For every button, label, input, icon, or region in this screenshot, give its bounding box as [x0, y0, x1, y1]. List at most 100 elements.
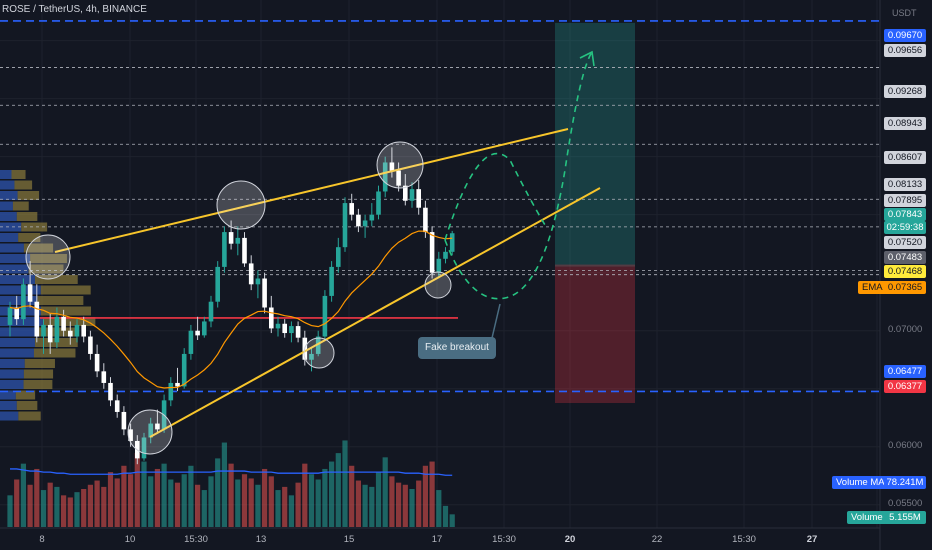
candle-up	[336, 247, 341, 267]
profile-bar-up	[0, 306, 41, 316]
candle-up	[235, 237, 241, 244]
level-price-label: 0.08607	[884, 151, 926, 164]
candle-up	[436, 258, 442, 273]
volume-bar-up	[221, 442, 227, 527]
candle-up	[275, 323, 281, 329]
volume-bar-down	[248, 478, 254, 527]
profit-zone	[555, 22, 635, 267]
level-price-label: 0.07483	[884, 251, 926, 264]
fake-breakout-callout[interactable]: Fake breakout	[418, 337, 496, 359]
highlight-circle	[424, 271, 452, 299]
highlight-circle	[127, 409, 173, 455]
volume-ma-value-label: 78.241M	[884, 476, 926, 489]
candle-up	[215, 266, 220, 302]
trendline-drawings[interactable]	[9, 50, 601, 455]
candle-down	[269, 307, 274, 329]
candle-up	[41, 324, 46, 337]
volume-ma-line	[10, 468, 453, 476]
x-axis-tick-label: 17	[431, 534, 443, 545]
candle-up	[369, 214, 375, 221]
highlight-circle	[303, 337, 335, 369]
volume-bar-up	[188, 465, 194, 527]
projection-path-breakout	[444, 51, 593, 300]
volume-bar-up	[215, 458, 221, 527]
candle-up	[181, 353, 187, 387]
volume-bar-up	[275, 490, 281, 527]
position-zones	[555, 22, 635, 404]
volume-value-label: 5.155M	[884, 511, 926, 524]
volume-bar-up	[161, 463, 167, 527]
volume-bar-up	[288, 495, 294, 527]
volume-bar-down	[27, 484, 33, 527]
candle-down	[228, 232, 234, 244]
profile-bar-down	[17, 191, 40, 200]
level-price-label: 0.09268	[884, 85, 926, 98]
candle-up	[208, 301, 214, 322]
volume-bar-down	[396, 482, 402, 527]
profile-bar-down	[34, 275, 78, 284]
candle-up	[342, 203, 348, 248]
profile-bar-down	[23, 243, 54, 253]
candle-down	[403, 185, 408, 201]
volume-bar-down	[174, 482, 181, 527]
profile-bar-down	[30, 254, 67, 263]
profile-bar-up	[0, 390, 16, 400]
volume-indicator-label[interactable]: Volume	[847, 511, 887, 524]
candle-up	[202, 321, 207, 336]
candle-down	[81, 324, 86, 337]
volume-bar-down	[61, 495, 67, 527]
volume-profile	[0, 170, 96, 421]
candle-down	[175, 382, 180, 387]
volume-ma-indicator-label[interactable]: Volume MA	[832, 476, 889, 489]
profile-bar-up	[0, 180, 15, 190]
level-price-label: 0.08133	[884, 178, 926, 191]
volume-bar-down	[107, 472, 114, 527]
profile-bar-up	[0, 243, 24, 253]
volume-bar-up	[201, 490, 207, 527]
profile-bar-up	[0, 233, 19, 242]
ema-price-label: 0.07365	[884, 281, 926, 294]
candle-down	[114, 400, 120, 412]
volume-bar-up	[322, 468, 328, 527]
volume-bar-up	[148, 476, 154, 527]
candle-up	[7, 307, 13, 325]
countdown-label: 02:59:38	[884, 221, 926, 234]
profile-bar-down	[23, 380, 53, 389]
profile-bar-up	[0, 191, 18, 200]
profile-bar-up	[0, 411, 19, 421]
volume-bar-down	[228, 463, 234, 527]
profile-bar-down	[24, 359, 55, 368]
volume-bar-down	[154, 468, 160, 527]
candle-down	[282, 323, 287, 334]
symbol-header[interactable]: ROSE / TetherUS, 4h, BINANCE	[2, 4, 147, 15]
profile-bar-up	[0, 285, 41, 295]
volume-bar-down	[87, 484, 93, 527]
volume-bar-up	[168, 479, 174, 527]
volume-bar-up	[181, 474, 187, 527]
profile-bar-down	[12, 201, 29, 211]
candle-up	[449, 233, 455, 252]
volume-bar-up	[54, 486, 60, 527]
candle-down	[262, 278, 267, 308]
profile-bar-up	[0, 201, 13, 211]
grid-lines	[0, 0, 880, 528]
candle-up	[376, 191, 381, 215]
currency-unit[interactable]: USDT	[892, 8, 917, 18]
profile-bar-down	[11, 170, 26, 179]
profile-bar-up	[0, 369, 24, 379]
last-price-label: 0.07843	[884, 208, 926, 221]
volume-bar-up	[369, 486, 375, 527]
level-price-label: 0.08943	[884, 117, 926, 130]
volume-bar-up	[74, 492, 80, 527]
candle-down	[295, 326, 301, 338]
candle-up	[329, 266, 334, 296]
profile-bar-up	[0, 212, 17, 221]
candle-down	[88, 336, 93, 354]
candle-up	[289, 326, 294, 334]
candle-up	[409, 189, 415, 201]
profile-bar-down	[18, 411, 41, 421]
ema-indicator-label[interactable]: EMA	[858, 281, 887, 294]
highlight-circle	[216, 180, 266, 230]
candle-down	[14, 307, 19, 320]
